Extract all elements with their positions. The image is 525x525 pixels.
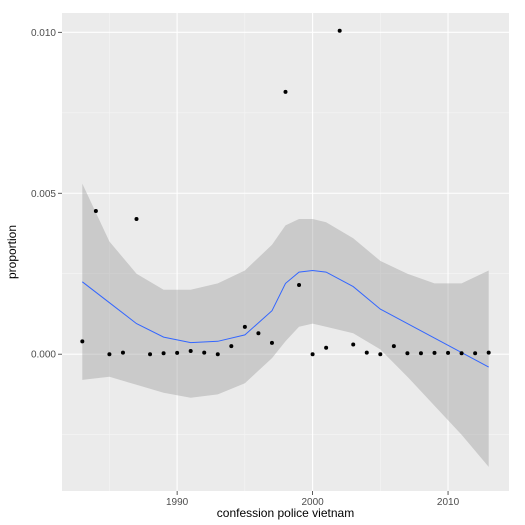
data-point — [418, 351, 423, 356]
data-point — [215, 352, 220, 357]
data-points — [80, 28, 491, 357]
data-point — [229, 344, 234, 349]
data-point — [364, 350, 369, 355]
data-point — [269, 340, 274, 345]
data-point — [378, 352, 383, 357]
data-point — [351, 342, 356, 347]
data-point — [432, 350, 437, 355]
data-point — [324, 345, 329, 350]
y-tick-label: 0.000 — [31, 350, 56, 361]
data-point — [242, 324, 247, 329]
data-point — [283, 89, 288, 94]
x-tick-label: 2010 — [437, 497, 460, 508]
data-point — [134, 217, 139, 222]
data-point — [188, 348, 193, 353]
data-point — [202, 350, 207, 355]
data-point — [459, 351, 464, 356]
x-axis-ticks: 1990 2000 2010 — [166, 491, 460, 508]
confidence-ribbon — [82, 183, 489, 467]
data-point — [310, 352, 315, 357]
data-point — [256, 331, 261, 336]
data-point — [446, 350, 451, 355]
minor-gridlines — [62, 13, 509, 491]
data-point — [93, 208, 98, 213]
smooth-line — [81, 269, 489, 368]
data-point — [405, 351, 410, 356]
data-point — [486, 350, 491, 355]
data-point — [473, 351, 478, 356]
data-point — [80, 339, 85, 344]
data-point — [148, 352, 153, 357]
y-tick-label: 0.010 — [31, 28, 56, 39]
data-point — [161, 351, 166, 356]
data-point — [120, 350, 125, 355]
data-point — [391, 344, 396, 349]
y-axis-title: proportion — [5, 225, 19, 279]
y-tick-label: 0.005 — [31, 189, 56, 200]
data-point — [297, 282, 302, 287]
x-tick-label: 1990 — [166, 497, 189, 508]
y-axis-ticks: 0.000 0.005 0.010 — [31, 28, 62, 361]
data-point — [175, 350, 180, 355]
data-point — [337, 28, 342, 33]
data-point — [107, 352, 112, 357]
x-tick-label: 2000 — [301, 497, 324, 508]
x-axis-title: confession police vietnam — [217, 506, 354, 520]
